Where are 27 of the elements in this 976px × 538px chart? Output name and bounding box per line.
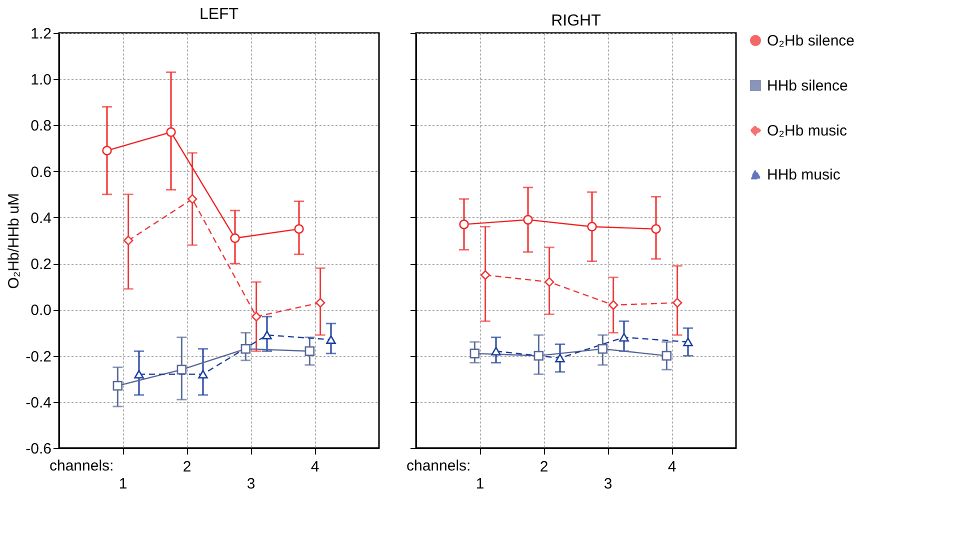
chart-title: RIGHT <box>551 12 602 30</box>
x-tick-label: 1 <box>118 476 128 492</box>
x-tick-label: 2 <box>540 458 548 476</box>
y-tick-label: 1.2 <box>30 26 52 42</box>
y-tick-label: 0.2 <box>30 256 52 274</box>
y-tick-label: -0.6 <box>26 440 52 458</box>
x-tick-label: 4 <box>668 458 676 476</box>
legend-label: HHb music <box>767 166 841 184</box>
x-axis-title: channels: <box>406 458 471 474</box>
chart-title: LEFT <box>199 6 239 23</box>
y-tick-label: 1.0 <box>30 72 52 89</box>
y-tick-label: 0.8 <box>30 118 52 135</box>
y-tick-label: 0.0 <box>30 302 52 320</box>
y-axis-title: O₂Hb/HHb uM <box>6 193 23 289</box>
y-tick-label: 0.6 <box>30 164 52 181</box>
x-tick-label: 1 <box>476 476 484 492</box>
x-tick-label: 3 <box>246 476 256 492</box>
y-tick-label: 0.4 <box>30 210 52 227</box>
x-tick-label: 2 <box>182 458 192 476</box>
legend-label: O₂Hb silence <box>767 32 855 50</box>
x-tick-label: 3 <box>604 476 612 492</box>
y-tick-label: -0.4 <box>26 394 52 412</box>
x-tick-label: 4 <box>310 458 320 476</box>
legend-label: HHb silence <box>767 78 848 94</box>
x-axis-title: channels: <box>50 458 114 474</box>
legend-label: O₂Hb music <box>767 122 848 140</box>
y-tick-label: -0.2 <box>26 348 52 366</box>
